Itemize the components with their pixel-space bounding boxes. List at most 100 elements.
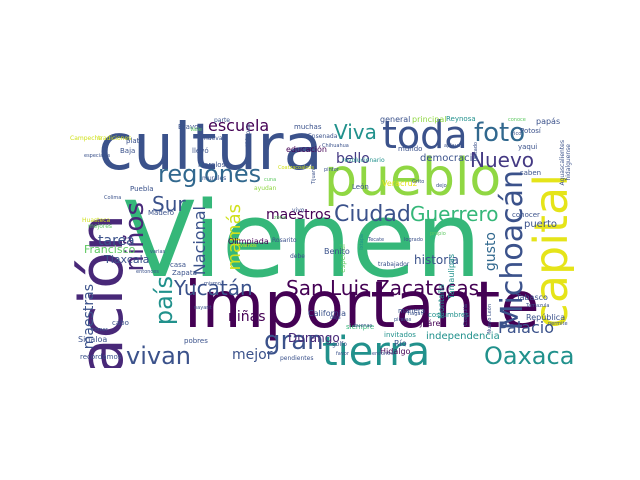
word-pendientes: pendientes	[280, 355, 314, 362]
word-tamazula: Tamazula	[526, 303, 550, 309]
word-gusto: gusto	[483, 232, 499, 272]
word-palacio: Palacio	[498, 318, 555, 337]
word-bravo: Bravo	[178, 123, 199, 131]
word-llevo: llevó	[192, 147, 209, 155]
word-colima: Colima	[104, 195, 122, 201]
word-especiales: especiales	[84, 153, 111, 159]
word-puebla: Puebla	[130, 185, 154, 193]
word-revolucionario: revolucionario	[342, 157, 385, 164]
word-murales: murales	[202, 175, 227, 182]
word-zacatecas: Zacatecas	[376, 276, 480, 300]
word-chiapas: Chiapas	[245, 124, 252, 148]
word-pobres: pobres	[184, 337, 208, 345]
word-mismo: mismo	[204, 281, 221, 287]
word-madero: Madero	[148, 209, 175, 217]
word-ensenada: Ensenada	[308, 133, 338, 140]
word-baja: Baja	[120, 147, 136, 155]
word-ciudad: Ciudad	[334, 202, 411, 227]
word-papas: papás	[536, 117, 561, 126]
word-oaxaca: Oaxaca	[484, 342, 574, 368]
word-general: general	[380, 115, 411, 124]
word-leon: León	[352, 183, 369, 191]
word-rio: Río	[394, 339, 407, 348]
word-tlaxcala: Tlaxcala	[104, 253, 150, 266]
word-nayarit: nayarit	[194, 305, 212, 311]
word-casa: casa	[170, 261, 187, 269]
word-importante: importante	[184, 269, 540, 343]
word-zapata: Zapata	[172, 269, 197, 277]
word-invitados: invitados	[384, 331, 416, 339]
word-toda: toda	[382, 114, 468, 157]
word-foto: foto	[474, 118, 526, 148]
word-cultura: cultura	[98, 114, 323, 185]
word-chihuahua: Chihuahua	[322, 143, 349, 149]
word-trabajador: trabajador	[378, 261, 410, 268]
word-saben: saben	[520, 169, 542, 177]
word-yaqui: yaqui	[518, 143, 538, 151]
word-francisco: Francisco	[84, 243, 136, 256]
word-republica: República	[526, 313, 566, 322]
word-comer: comer	[92, 327, 108, 333]
word-tecate: Tecate	[368, 237, 385, 243]
word-nuevoleon: Nuevo León	[487, 304, 493, 334]
word-hagan: hagan	[408, 311, 424, 317]
word-coatzacoalcos: Coatzacoalcos	[278, 165, 314, 171]
word-olimpiada: Olimpiada	[228, 237, 269, 246]
word-puerto: puerto	[524, 219, 557, 230]
word-aplauso: aplauso	[444, 143, 464, 149]
word-historia: historia	[414, 253, 459, 267]
word-vamos: vamos	[240, 243, 257, 249]
word-tarea: tarea	[98, 233, 135, 249]
word-mundo: mundo	[398, 145, 423, 153]
word-sur: Sur	[152, 192, 186, 216]
word-juarez: Juárez	[420, 319, 445, 328]
word-ixtapa: Ixtapa	[359, 234, 365, 250]
word-hidalgo: Hidalgo	[380, 347, 411, 356]
word-benito: Benito	[324, 247, 350, 256]
word-viva: Viva	[334, 120, 377, 144]
word-especial: especial	[339, 244, 347, 273]
word-parte: parte	[214, 117, 230, 124]
word-regiones: regiones	[158, 160, 262, 188]
word-recordamos: recordamos	[80, 353, 122, 361]
word-ayudan: ayudan	[254, 185, 277, 192]
word-yucatan: Yucatán	[174, 276, 253, 300]
word-deja: deja	[330, 315, 341, 321]
word-valle: Valle	[190, 127, 202, 133]
word-reynosa: Reynosa	[446, 115, 476, 123]
word-zona: zona	[274, 215, 286, 221]
word-hidalguense: hidalguense	[565, 144, 572, 181]
word-tabasco: Tabasco	[516, 293, 548, 302]
word-educacion: educación	[286, 145, 327, 154]
word-conoce: conoce	[508, 117, 526, 123]
word-tradiciones: tradiciones	[98, 135, 132, 142]
word-campeche: Campeche	[70, 135, 103, 142]
word-democracia: democracia	[420, 153, 479, 164]
word-huasteca: Huasteca	[82, 217, 111, 224]
word-conocer: conocer	[512, 211, 540, 219]
word-debe: debe	[290, 253, 305, 260]
word-pais: país	[150, 276, 178, 326]
word-rico: rico	[512, 131, 522, 137]
word-vivo: vivo	[292, 207, 305, 214]
word-costumbres: costumbres	[428, 311, 469, 319]
word-siempre: siempre	[346, 323, 375, 331]
word-logrado: logrado	[404, 237, 423, 243]
word-nuevo: Nuevo	[470, 148, 535, 172]
word-veracruz: Veracruz	[382, 179, 417, 188]
word-plata: plata	[126, 137, 144, 145]
word-morelos: Morelos	[198, 161, 226, 169]
word-grito: Grito	[412, 179, 425, 185]
word-golfo: golfo	[332, 341, 347, 348]
word-nuevas: nuevas	[204, 135, 226, 142]
word-cloud: Vienen importante cultura pueblo toda na…	[68, 114, 574, 368]
word-cabo: cabo	[112, 319, 129, 327]
word-permite: permite	[548, 321, 568, 327]
word-mejores: mejores	[88, 223, 113, 230]
word-sanluis: San Luis	[286, 276, 370, 300]
word-nacional: Nacional	[190, 206, 209, 276]
word-rosarito: Rosarito	[272, 237, 297, 244]
word-encontro: encontró	[372, 351, 395, 357]
word-sinaloa: Sinaloa	[78, 335, 108, 344]
word-tamaulipas: Tamaulipas	[447, 254, 456, 299]
